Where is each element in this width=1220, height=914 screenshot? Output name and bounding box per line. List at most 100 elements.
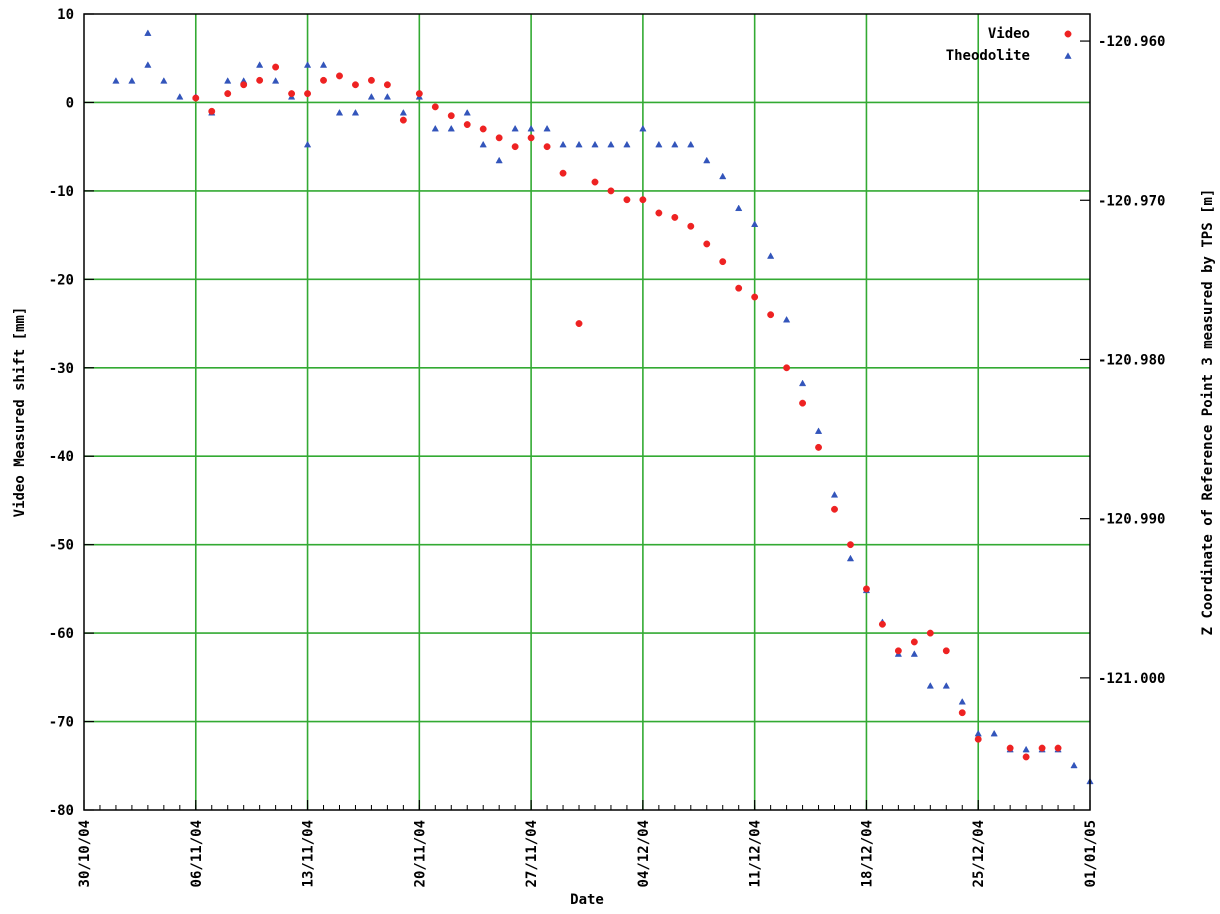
y2-axis-title: Z Coordinate of Reference Point 3 measur… [1200, 189, 1216, 636]
theodolite-point [112, 77, 120, 84]
y-tick-label: -10 [49, 184, 74, 200]
theodolite-point [495, 156, 503, 164]
video-point [415, 90, 423, 98]
theodolite-point [144, 29, 152, 36]
y-tick-label: -40 [49, 449, 74, 465]
theodolite-point [767, 252, 775, 259]
theodolite-point [559, 140, 567, 148]
y-tick-label: -70 [49, 715, 74, 731]
video-point [288, 90, 296, 98]
video-point [1006, 744, 1014, 752]
x-tick-label: 20/11/04 [412, 820, 428, 887]
video-point [687, 222, 695, 230]
video-point [655, 209, 663, 217]
video-point [399, 116, 407, 124]
video-point [527, 134, 535, 142]
theodolite-point [735, 204, 743, 212]
theodolite-point [160, 77, 168, 84]
theodolite-point [591, 140, 599, 148]
video-point [336, 72, 343, 80]
video-point [240, 81, 248, 89]
x-tick-label: 13/11/04 [301, 820, 317, 887]
theodolite-point [751, 220, 759, 227]
video-point [543, 143, 551, 151]
video-point [958, 709, 966, 717]
y2-tick-label: -120.980 [1098, 352, 1165, 368]
video-point [479, 125, 487, 133]
theodolite-point [224, 77, 232, 84]
y-tick-label: 10 [57, 7, 74, 23]
y2-tick-label: -120.970 [1098, 193, 1165, 209]
theodolite-point [527, 124, 535, 132]
video-point [256, 76, 264, 84]
legend-marker-theodolite [1064, 52, 1072, 59]
video-point [831, 505, 838, 513]
y-tick-label: -80 [49, 803, 74, 819]
x-tick-label: 04/12/04 [636, 820, 652, 887]
video-point [383, 81, 391, 89]
theodolite-point [671, 140, 679, 148]
theodolite-point [1022, 745, 1030, 753]
theodolite-point [814, 427, 823, 434]
video-point [1054, 744, 1062, 752]
theodolite-point [271, 77, 280, 84]
theodolite-point [431, 124, 439, 132]
x-tick-label: 30/10/04 [77, 820, 93, 887]
video-point [894, 647, 902, 655]
theodolite-point [1070, 761, 1078, 769]
axis-ticks [83, 13, 1091, 811]
theodolite-point [367, 93, 376, 100]
y2-tick-label: -121.000 [1098, 671, 1165, 687]
y-tick-label: -50 [49, 538, 74, 554]
video-point [703, 240, 711, 248]
theodolite-point [256, 61, 264, 68]
video-point [847, 541, 854, 549]
x-tick-label: 11/12/04 [748, 820, 764, 887]
video-point [208, 107, 216, 115]
tick-labels: 30/10/04 06/11/04 13/11/04 20/11/04 27/11/04… [49, 7, 1166, 887]
theodolite-point [463, 108, 471, 116]
theodolite-point [176, 93, 184, 100]
x-tick-label: 25/12/04 [971, 820, 987, 887]
theodolite-point [144, 61, 152, 68]
grid [84, 14, 1090, 810]
theodolite-point [607, 140, 615, 148]
x-tick-label: 18/12/04 [859, 820, 875, 887]
theodolite-point [687, 140, 695, 148]
theodolite-point [351, 108, 360, 116]
video-point [367, 76, 375, 84]
video-point [192, 94, 200, 102]
theodolite-point [511, 124, 519, 132]
theodolite-point [575, 140, 583, 148]
theodolite-point [543, 124, 551, 132]
theodolite-point [383, 93, 392, 100]
legend-marker-video [1064, 30, 1072, 38]
video-point [751, 293, 759, 301]
video-point [926, 629, 934, 637]
x-tick-label: 27/11/04 [524, 820, 540, 887]
video-point [575, 320, 583, 328]
video-point [623, 196, 631, 204]
video-point [352, 81, 359, 89]
legend-label-video: Video [988, 26, 1030, 42]
x-tick-label: 06/11/04 [189, 820, 205, 887]
video-point [607, 187, 615, 195]
theodolite-point [990, 729, 998, 737]
theodolite-point [303, 61, 312, 68]
video-point [224, 90, 232, 98]
x-axis-title: Date [570, 892, 604, 908]
video-point [447, 112, 455, 120]
theodolite-point [623, 140, 631, 148]
theodolite-point [830, 491, 839, 498]
theodolite-point [798, 379, 807, 387]
video-point [862, 585, 870, 593]
video-point [815, 443, 822, 451]
video-point [783, 364, 791, 372]
video-point [304, 90, 312, 98]
theodolite-point [974, 729, 982, 737]
video-point [942, 647, 950, 655]
video-point [463, 121, 471, 129]
y-tick-label: -20 [49, 272, 74, 288]
theodolite-point [655, 140, 663, 148]
